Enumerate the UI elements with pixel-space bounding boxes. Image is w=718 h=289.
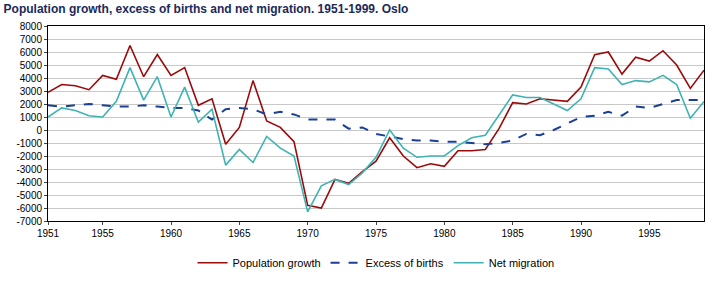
svg-text:Population growth: Population growth — [233, 257, 321, 269]
svg-text:1960: 1960 — [160, 228, 183, 239]
svg-text:1970: 1970 — [297, 228, 320, 239]
svg-text:4000: 4000 — [20, 73, 43, 84]
svg-text:-1000: -1000 — [16, 138, 42, 149]
svg-text:0: 0 — [36, 125, 42, 136]
svg-text:8000: 8000 — [20, 21, 43, 32]
svg-text:Excess of births: Excess of births — [366, 257, 444, 269]
svg-text:1955: 1955 — [92, 228, 115, 239]
svg-text:1951: 1951 — [37, 228, 60, 239]
svg-text:-7000: -7000 — [16, 216, 42, 227]
svg-text:1985: 1985 — [502, 228, 525, 239]
svg-text:-6000: -6000 — [16, 203, 42, 214]
svg-text:1000: 1000 — [20, 112, 43, 123]
svg-text:-2000: -2000 — [16, 151, 42, 162]
svg-text:-3000: -3000 — [16, 164, 42, 175]
svg-text:7000: 7000 — [20, 34, 43, 45]
svg-text:1975: 1975 — [365, 228, 388, 239]
svg-text:-5000: -5000 — [16, 190, 42, 201]
svg-text:2000: 2000 — [20, 99, 43, 110]
svg-text:-4000: -4000 — [16, 177, 42, 188]
svg-text:5000: 5000 — [20, 60, 43, 71]
svg-text:1965: 1965 — [228, 228, 251, 239]
svg-text:Population growth, excess of b: Population growth, excess of births and … — [4, 2, 409, 16]
svg-text:1990: 1990 — [570, 228, 593, 239]
svg-text:Net migration: Net migration — [489, 257, 554, 269]
svg-text:3000: 3000 — [20, 86, 43, 97]
svg-text:1995: 1995 — [638, 228, 661, 239]
svg-text:6000: 6000 — [20, 47, 43, 58]
svg-text:1980: 1980 — [433, 228, 456, 239]
